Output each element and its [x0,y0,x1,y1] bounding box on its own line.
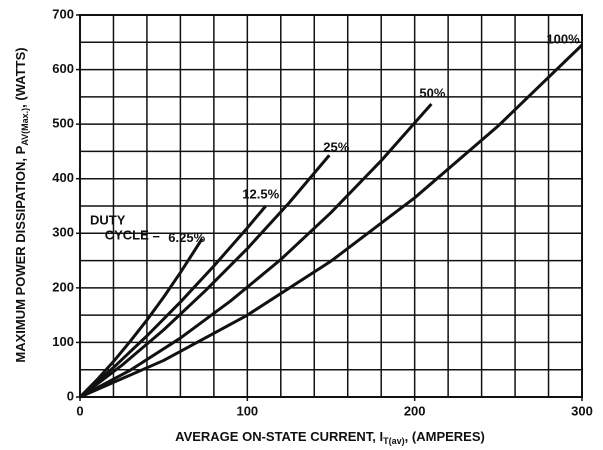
y-tick-label: 300 [52,225,74,240]
series-label: 100% [546,31,580,46]
y-tick-label: 0 [67,388,74,403]
series-label: 6.25% [168,230,205,245]
y-axis-label: MAXIMUM POWER DISSIPATION, PAV(Max.), (W… [13,47,30,362]
series-label: 50% [419,85,445,100]
curve [79,102,433,399]
x-label-main: AVERAGE ON-STATE CURRENT, I [175,429,383,444]
curve [78,237,204,399]
x-tick-label: 100 [236,403,258,418]
y-tick-label: 700 [52,6,74,21]
y-tick-label: 600 [52,61,74,76]
x-tick-label: 0 [76,403,83,418]
series-label: 25% [323,140,349,155]
y-label-sub: AV(Max.) [20,108,30,146]
x-tick-label: 200 [404,403,426,418]
curve [79,154,331,399]
plot-border [79,14,583,398]
y-tick-label: 400 [52,170,74,185]
annotation: DUTY [90,212,126,227]
x-tick-label: 300 [571,403,593,418]
y-tick-label: 200 [52,279,74,294]
x-label-sub: T(av) [383,436,405,446]
y-label-unit: , (WATTS) [13,47,28,107]
y-tick-label: 100 [52,334,74,349]
curve [79,205,267,399]
curve [79,43,584,399]
y-label-main: MAXIMUM POWER DISSIPATION, P [13,145,28,362]
x-label-unit: , (AMPERES) [405,429,485,444]
series-label: 12.5% [242,186,279,201]
y-tick-label: 500 [52,116,74,131]
x-axis-label: AVERAGE ON-STATE CURRENT, IT(av), (AMPER… [175,429,485,446]
